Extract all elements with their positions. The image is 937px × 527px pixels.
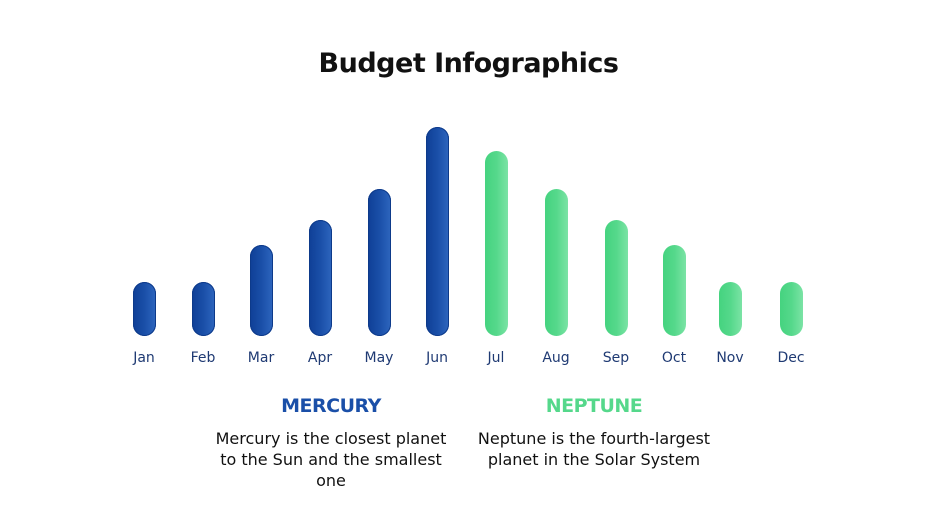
neptune-title: NEPTUNE xyxy=(545,395,643,417)
x-tick-label: Jul xyxy=(487,350,505,366)
mercury-description: Mercury is the closest planet to the Sun… xyxy=(215,429,447,490)
x-tick-label: Apr xyxy=(307,350,333,366)
bar-feb-mercury xyxy=(191,282,215,336)
bar-may-mercury xyxy=(367,189,391,336)
bar-oct-neptune xyxy=(662,245,686,336)
x-tick-label: Jun xyxy=(426,350,448,366)
x-tick-label: Dec xyxy=(777,350,805,366)
mercury-title: MERCURY xyxy=(281,395,381,417)
bar-jun-mercury xyxy=(425,127,449,336)
page-title: Budget Infographics xyxy=(318,48,619,79)
bar-aug-neptune xyxy=(544,189,568,336)
bar-dec-neptune xyxy=(779,282,803,336)
x-tick-label: Jan xyxy=(133,350,155,366)
x-tick-label: Oct xyxy=(661,350,687,366)
bar-sep-neptune xyxy=(604,220,628,336)
x-tick-label: Sep xyxy=(602,350,630,366)
x-tick-label: Aug xyxy=(542,350,570,366)
x-tick-label: Feb xyxy=(190,350,216,366)
x-tick-label: Mar xyxy=(247,350,275,366)
x-tick-label: May xyxy=(364,350,394,366)
bar-nov-neptune xyxy=(718,282,742,336)
bar-jan-mercury xyxy=(132,282,156,336)
bar-jul-neptune xyxy=(484,151,508,336)
bar-apr-mercury xyxy=(308,220,332,336)
x-tick-label: Nov xyxy=(716,350,744,366)
neptune-description: Neptune is the fourth-largest planet in … xyxy=(477,429,711,469)
bar-mar-mercury xyxy=(249,245,273,336)
